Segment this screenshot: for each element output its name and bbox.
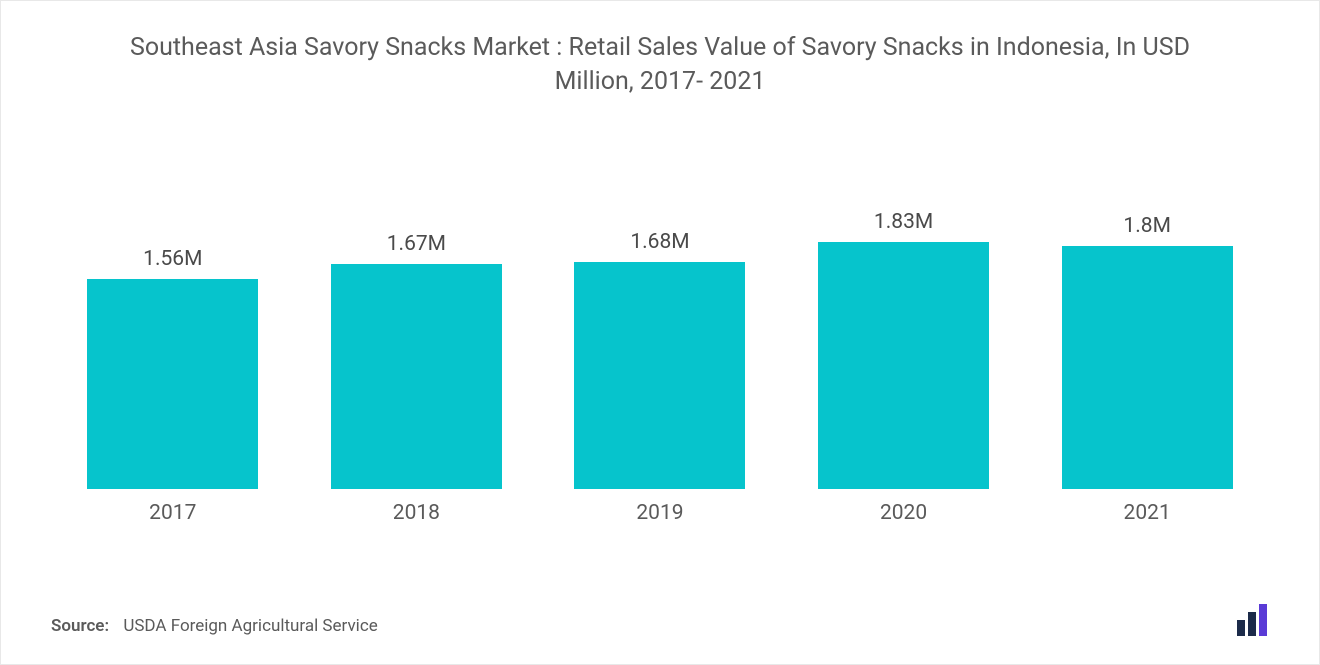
bar-group: 1.8M xyxy=(1038,214,1257,488)
bar-group: 1.68M xyxy=(550,230,769,488)
bars-row: 1.56M 1.67M 1.68M 1.83M 1.8M xyxy=(51,139,1269,489)
bar-value-label: 1.56M xyxy=(143,247,202,271)
chart-container: Southeast Asia Savory Snacks Market : Re… xyxy=(0,0,1320,665)
x-axis-label: 2018 xyxy=(307,501,526,525)
x-axis-label: 2019 xyxy=(550,501,769,525)
chart-area: 1.56M 1.67M 1.68M 1.83M 1.8M 2017 2018 2019 202… xyxy=(51,139,1269,559)
bar xyxy=(87,279,258,489)
chart-footer: Source: USDA Foreign Agricultural Servic… xyxy=(51,604,1269,636)
bar-group: 1.67M xyxy=(307,232,526,489)
logo-bar xyxy=(1248,612,1256,636)
source-text: USDA Foreign Agricultural Service xyxy=(123,616,377,636)
x-axis-label: 2017 xyxy=(63,501,282,525)
bar-group: 1.83M xyxy=(794,210,1013,488)
x-axis-labels: 2017 2018 2019 2020 2021 xyxy=(51,501,1269,525)
x-axis-label: 2021 xyxy=(1038,501,1257,525)
brand-logo xyxy=(1237,604,1269,636)
x-axis-label: 2020 xyxy=(794,501,1013,525)
bar xyxy=(331,264,502,489)
logo-bar xyxy=(1237,620,1245,636)
bar xyxy=(574,262,745,488)
bar xyxy=(818,242,989,488)
source-label: Source: xyxy=(51,616,109,636)
logo-bar xyxy=(1259,604,1267,636)
bar-value-label: 1.8M xyxy=(1123,214,1170,238)
logo-bars-icon xyxy=(1237,604,1267,636)
bar-value-label: 1.68M xyxy=(630,230,689,254)
bar-value-label: 1.67M xyxy=(387,232,446,256)
chart-title: Southeast Asia Savory Snacks Market : Re… xyxy=(100,31,1220,99)
bar xyxy=(1062,246,1233,488)
bar-value-label: 1.83M xyxy=(874,210,933,234)
bar-group: 1.56M xyxy=(63,247,282,489)
source-line: Source: USDA Foreign Agricultural Servic… xyxy=(51,616,378,636)
